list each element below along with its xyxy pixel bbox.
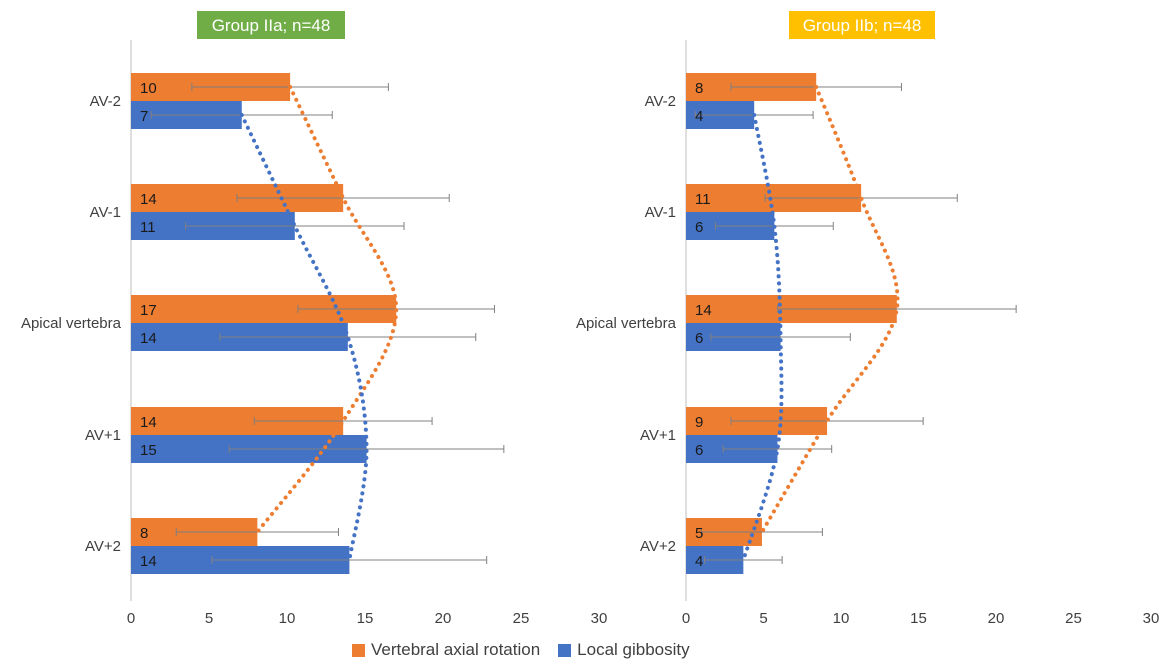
chart-title-background xyxy=(197,11,345,39)
x-tick-label: 20 xyxy=(435,610,452,627)
category-label: AV-1 xyxy=(90,204,121,221)
category-label: AV+2 xyxy=(85,538,121,555)
data-label: 14 xyxy=(140,553,157,570)
category-label: AV+1 xyxy=(85,427,121,444)
chart-title: Group IIb; n=48 xyxy=(803,16,922,35)
legend-item-gibbosity: Local gibbosity xyxy=(558,640,690,660)
data-label: 8 xyxy=(140,525,148,542)
data-label: 10 xyxy=(140,80,157,97)
legend-label-rotation: Vertebral axial rotation xyxy=(371,640,541,659)
x-tick-label: 10 xyxy=(833,610,850,627)
trendline-rotation xyxy=(255,85,399,534)
data-label: 8 xyxy=(695,80,703,97)
legend-label-gibbosity: Local gibbosity xyxy=(577,640,690,659)
x-tick-label: 0 xyxy=(682,610,690,627)
data-label: 6 xyxy=(695,442,703,459)
data-label: 15 xyxy=(140,442,157,459)
trendline-gibbosity xyxy=(741,113,784,562)
chart-panel-2: Group IIb; n=48 0 5 10 15 20 25 30 AV-2 AV-1 Apica… xyxy=(576,11,1159,627)
data-label: 6 xyxy=(695,219,703,236)
category-label: AV-2 xyxy=(645,93,676,110)
chart-title-background xyxy=(789,11,935,39)
category-label: AV+1 xyxy=(640,427,676,444)
chart-title-box: Group IIb; n=48 xyxy=(789,11,935,39)
category-label: Apical vertebra xyxy=(576,315,677,332)
chart-title-box: Group IIa; n=48 xyxy=(197,11,345,39)
data-label: 4 xyxy=(695,553,703,570)
data-label: 14 xyxy=(140,330,157,347)
data-label: 5 xyxy=(695,525,703,542)
data-label: 14 xyxy=(140,414,157,431)
x-tick-label: 5 xyxy=(205,610,213,627)
category-label: AV-2 xyxy=(90,93,121,110)
x-tick-label: 10 xyxy=(279,610,296,627)
chart-panel-1: Group IIa; n=48 0 5 10 15 20 25 30 AV-2 AV-1 Apica… xyxy=(21,11,607,627)
trendline-rotation xyxy=(759,85,900,534)
x-tick-label: 25 xyxy=(513,610,530,627)
category-label: AV+2 xyxy=(640,538,676,555)
x-tick-label: 20 xyxy=(988,610,1005,627)
data-label: 11 xyxy=(140,219,156,236)
legend-swatch-orange xyxy=(352,643,365,657)
category-label: Apical vertebra xyxy=(21,315,122,332)
x-tick-label: 15 xyxy=(357,610,374,627)
legend-swatch-blue xyxy=(558,643,572,657)
data-label: 17 xyxy=(140,302,157,319)
data-label: 7 xyxy=(140,108,148,125)
data-label: 11 xyxy=(695,191,711,208)
x-tick-label: 30 xyxy=(591,610,608,627)
x-tick-label: 15 xyxy=(910,610,927,627)
legend: Vertebral axial rotation Local gibbosity xyxy=(352,639,708,661)
category-label: AV-1 xyxy=(645,204,676,221)
x-tick-label: 30 xyxy=(1143,610,1160,627)
legend-item-rotation: Vertebral axial rotation xyxy=(352,640,540,660)
data-label: 14 xyxy=(695,302,712,319)
data-label: 9 xyxy=(695,414,703,431)
x-tick-label: 25 xyxy=(1065,610,1082,627)
data-label: 4 xyxy=(695,108,703,125)
chart-title: Group IIa; n=48 xyxy=(212,16,331,35)
data-label: 14 xyxy=(140,191,157,208)
x-tick-label: 5 xyxy=(759,610,767,627)
x-tick-label: 0 xyxy=(127,610,135,627)
trendline-gibbosity xyxy=(239,113,369,562)
data-label: 6 xyxy=(695,330,703,347)
